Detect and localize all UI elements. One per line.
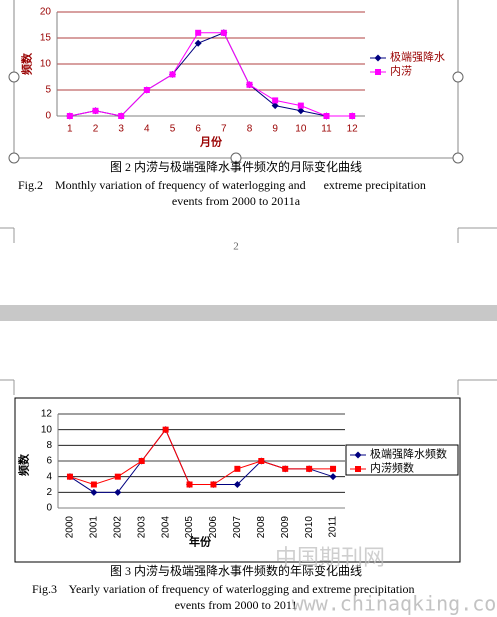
marker xyxy=(220,29,227,36)
legend-label: 极端强降水 xyxy=(390,50,445,64)
y-tick-label: 0 xyxy=(45,111,51,122)
marker xyxy=(143,87,150,93)
marker xyxy=(92,107,99,114)
y-tick-label: 6 xyxy=(46,456,52,467)
marker xyxy=(375,69,381,75)
x-tick-label: 4 xyxy=(144,124,150,135)
legend-label: 内涝 xyxy=(390,64,412,78)
y-tick-label: 5 xyxy=(45,85,51,96)
x-tick-label: 2003 xyxy=(136,516,147,539)
x-axis-label: 月份 xyxy=(199,135,223,149)
caption-en: Fig.3 Yearly variation of frequency of w… xyxy=(32,582,415,596)
marker xyxy=(186,481,193,488)
caption-en: Fig.2 Monthly variation of frequency of … xyxy=(18,178,426,192)
y-tick-label: 8 xyxy=(46,440,52,451)
marker xyxy=(272,97,279,104)
x-tick-label: 10 xyxy=(295,124,307,135)
selection-handles xyxy=(8,71,464,164)
x-tick-label: 1 xyxy=(67,124,73,135)
x-tick-label: 12 xyxy=(347,124,359,135)
y-tick-label: 10 xyxy=(40,59,52,70)
marker xyxy=(138,458,145,464)
series-line xyxy=(69,32,353,117)
watermark: 中国期刊网 xyxy=(275,545,385,570)
marker xyxy=(114,488,122,496)
series-line xyxy=(69,428,334,486)
x-tick-label: 2006 xyxy=(208,516,219,539)
x-tick-label: 11 xyxy=(321,124,332,135)
caption-cn: 图 3 内涝与极端强降水事件频数的年际变化曲线 xyxy=(110,563,362,578)
page-number: 2 xyxy=(233,241,239,253)
marker xyxy=(90,488,98,496)
x-tick-label: 6 xyxy=(195,124,201,135)
marker xyxy=(306,465,313,472)
chart-frame xyxy=(13,0,459,159)
marker xyxy=(210,481,217,488)
marker xyxy=(66,113,73,119)
x-tick-label: 5 xyxy=(170,124,176,135)
marker xyxy=(169,71,176,78)
marker xyxy=(330,465,337,472)
caption-en: events from 2000 to 2011a xyxy=(172,194,301,208)
x-tick-label: 2008 xyxy=(256,516,267,539)
marker xyxy=(271,102,279,110)
x-tick-label: 2002 xyxy=(112,516,123,539)
x-tick-label: 9 xyxy=(272,124,278,135)
marker xyxy=(118,113,125,119)
marker xyxy=(297,102,304,109)
x-tick-label: 2 xyxy=(93,124,99,135)
x-tick-label: 2009 xyxy=(280,516,291,539)
marker xyxy=(114,473,121,480)
y-tick-label: 2 xyxy=(46,487,52,498)
marker xyxy=(282,465,289,472)
page-gap xyxy=(0,305,497,321)
chart-frame xyxy=(14,397,461,563)
y-tick-label: 15 xyxy=(40,33,52,44)
legend-box xyxy=(345,444,459,476)
marker xyxy=(194,39,202,47)
marker xyxy=(233,481,241,488)
marker xyxy=(246,81,253,88)
marker xyxy=(297,107,305,115)
marker xyxy=(355,466,361,472)
marker xyxy=(195,29,202,36)
x-tick-label: 2005 xyxy=(184,516,195,539)
marker xyxy=(66,473,73,480)
x-tick-label: 7 xyxy=(221,124,227,135)
y-tick-label: 20 xyxy=(40,7,52,18)
x-tick-label: 2000 xyxy=(65,516,76,539)
y-axis-label: 频数 xyxy=(17,453,31,476)
marker xyxy=(323,113,330,119)
marker xyxy=(374,54,382,62)
y-tick-label: 12 xyxy=(41,409,53,420)
marker xyxy=(329,473,337,481)
page-corner-marks xyxy=(0,227,497,395)
caption-en: events from 2000 to 2011 xyxy=(175,598,298,612)
marker xyxy=(349,113,356,119)
legend-label: 极端强降水频数 xyxy=(370,447,447,461)
y-axis-label: 频数 xyxy=(20,52,34,75)
marker xyxy=(354,451,362,459)
x-axis-label: 年份 xyxy=(189,535,212,549)
y-tick-label: 0 xyxy=(46,503,52,514)
legend-label: 内涝频数 xyxy=(370,461,414,475)
x-tick-label: 2001 xyxy=(89,516,100,539)
x-tick-label: 2011 xyxy=(328,516,339,538)
marker xyxy=(90,481,97,488)
caption-cn: 图 2 内涝与极端强降水事件频次的月际变化曲线 xyxy=(110,159,362,174)
y-tick-label: 10 xyxy=(41,424,53,435)
watermark: www.chinaqking.com xyxy=(292,592,497,616)
x-tick-label: 2007 xyxy=(232,516,243,539)
marker xyxy=(258,458,265,464)
x-tick-label: 2010 xyxy=(304,516,315,539)
x-tick-label: 3 xyxy=(118,124,124,135)
marker xyxy=(162,426,169,433)
series-line xyxy=(69,32,353,117)
x-tick-label: 2004 xyxy=(160,516,171,539)
y-tick-label: 4 xyxy=(46,471,52,482)
marker xyxy=(234,465,241,472)
x-tick-label: 8 xyxy=(247,124,253,135)
